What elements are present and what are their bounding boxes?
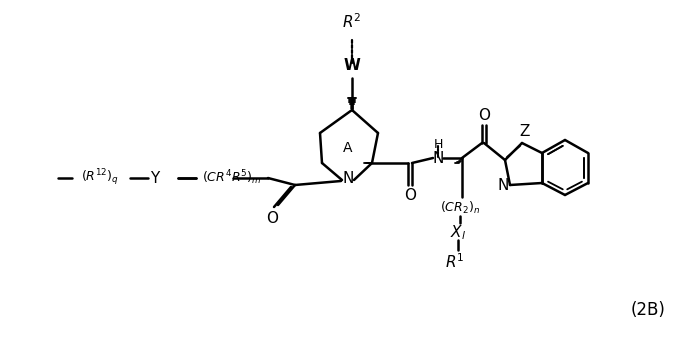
Text: O: O [478, 108, 490, 122]
Text: Y: Y [150, 171, 160, 185]
Text: N: N [432, 151, 444, 165]
Text: (2B): (2B) [630, 301, 665, 319]
Text: O: O [266, 211, 278, 226]
Text: O: O [404, 187, 416, 203]
Text: Z: Z [520, 123, 530, 139]
Text: $R^{1}$: $R^{1}$ [445, 252, 465, 271]
Text: $(CR^4R^5)_m$: $(CR^4R^5)_m$ [202, 169, 262, 187]
Text: $X_l$: $X_l$ [450, 224, 466, 243]
Text: $R^{2}$: $R^{2}$ [342, 13, 362, 31]
Text: H: H [433, 138, 443, 151]
Text: W: W [343, 57, 360, 73]
Text: N: N [342, 171, 354, 185]
Text: $(R^{12})_q$: $(R^{12})_q$ [81, 168, 119, 188]
Text: $(CR_2)_n$: $(CR_2)_n$ [440, 200, 480, 216]
Text: A: A [343, 141, 352, 155]
Text: N: N [497, 178, 509, 193]
